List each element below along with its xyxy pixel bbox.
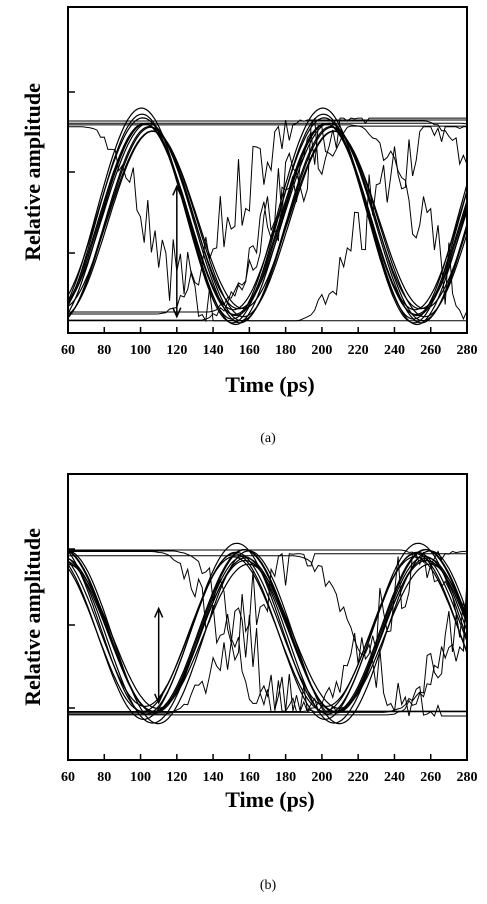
eye-traces bbox=[67, 107, 468, 326]
panel-caption: (b) bbox=[260, 878, 277, 893]
x-tick-label-200: 200 bbox=[311, 343, 332, 358]
x-tick-label-60: 60 bbox=[61, 343, 75, 358]
x-tick-label-100: 100 bbox=[130, 770, 151, 785]
level-trace-1 bbox=[68, 579, 468, 713]
arrow-head-bottom bbox=[153, 693, 164, 705]
arrow-head-top bbox=[172, 184, 182, 196]
level-trace-7 bbox=[68, 119, 467, 315]
level-trace-0 bbox=[68, 555, 467, 717]
x-tick-label-260: 260 bbox=[420, 343, 441, 358]
level-trace-6 bbox=[68, 120, 468, 166]
x-tick-label-280: 280 bbox=[457, 343, 478, 358]
x-tick-label-180: 180 bbox=[275, 770, 296, 785]
x-tick-label-140: 140 bbox=[203, 770, 224, 785]
eye-trace-9 bbox=[67, 122, 468, 316]
x-tick-label-160: 160 bbox=[239, 343, 260, 358]
x-tick-label-200: 200 bbox=[311, 770, 332, 785]
eye-opening-arrow bbox=[172, 184, 182, 319]
eye-trace-8 bbox=[67, 117, 468, 311]
level-trace-0 bbox=[68, 122, 468, 125]
eye-trace-6 bbox=[67, 551, 468, 708]
level-trace-7 bbox=[68, 550, 467, 712]
panel-a: 60 80 100 120 140 160 180 200 220 240 260 280 Relat… bbox=[20, 6, 478, 446]
level-trace-5 bbox=[68, 117, 467, 313]
y-ticks bbox=[68, 91, 75, 254]
x-tick-label-240: 240 bbox=[384, 770, 405, 785]
x-ticks: 60 80 100 120 140 160 180 200 220 240 260 280 bbox=[61, 327, 478, 358]
eye-trace-6 bbox=[67, 126, 468, 322]
x-axis-title: Time (ps) bbox=[225, 372, 314, 397]
level-trace-4 bbox=[68, 549, 468, 638]
eye-trace-4 bbox=[67, 130, 468, 310]
x-tick-label-80: 80 bbox=[97, 343, 111, 358]
x-tick-label-120: 120 bbox=[166, 770, 187, 785]
level-trace-5 bbox=[68, 552, 467, 715]
x-tick-label-180: 180 bbox=[275, 343, 296, 358]
arrow-head-top bbox=[153, 606, 164, 618]
eye-trace-9 bbox=[67, 559, 468, 712]
eye-trace-10 bbox=[67, 130, 468, 318]
x-tick-label-220: 220 bbox=[348, 343, 369, 358]
x-tick-label-140: 140 bbox=[203, 343, 224, 358]
x-tick-label-160: 160 bbox=[239, 770, 260, 785]
x-tick-label-60: 60 bbox=[61, 770, 75, 785]
eye-trace-8 bbox=[67, 542, 468, 715]
eye-trace-1 bbox=[67, 556, 468, 713]
x-tick-label-240: 240 bbox=[384, 343, 405, 358]
panel-b: 60 80 100 120 140 160 180 200 220 240 260 280 Relat… bbox=[20, 473, 478, 893]
x-tick-label-100: 100 bbox=[130, 343, 151, 358]
x-tick-label-260: 260 bbox=[420, 770, 441, 785]
panel-caption: (a) bbox=[260, 431, 276, 446]
x-axis-title: Time (ps) bbox=[225, 787, 314, 812]
x-tick-label-120: 120 bbox=[166, 343, 187, 358]
level-trace-4 bbox=[68, 124, 468, 321]
eye-opening-arrow bbox=[153, 606, 164, 705]
x-tick-label-280: 280 bbox=[457, 770, 478, 785]
level-trace-6 bbox=[68, 550, 467, 713]
x-tick-label-220: 220 bbox=[348, 770, 369, 785]
x-ticks: 60 80 100 120 140 160 180 200 220 240 260 280 bbox=[61, 754, 478, 785]
y-axis-title: Relative amplitude bbox=[20, 83, 45, 261]
plot-frame bbox=[67, 6, 468, 334]
plot-frame bbox=[67, 473, 468, 761]
level-trace-3 bbox=[68, 126, 467, 322]
level-trace-1 bbox=[68, 125, 467, 321]
eye-trace-2 bbox=[67, 113, 468, 324]
arrow-head-bottom bbox=[172, 307, 182, 319]
y-ticks bbox=[68, 548, 75, 709]
eye-trace-10 bbox=[67, 548, 468, 713]
eye-trace-3 bbox=[67, 122, 468, 310]
eye-traces bbox=[67, 542, 468, 725]
y-axis-title: Relative amplitude bbox=[20, 528, 45, 706]
x-tick-label-80: 80 bbox=[97, 770, 111, 785]
